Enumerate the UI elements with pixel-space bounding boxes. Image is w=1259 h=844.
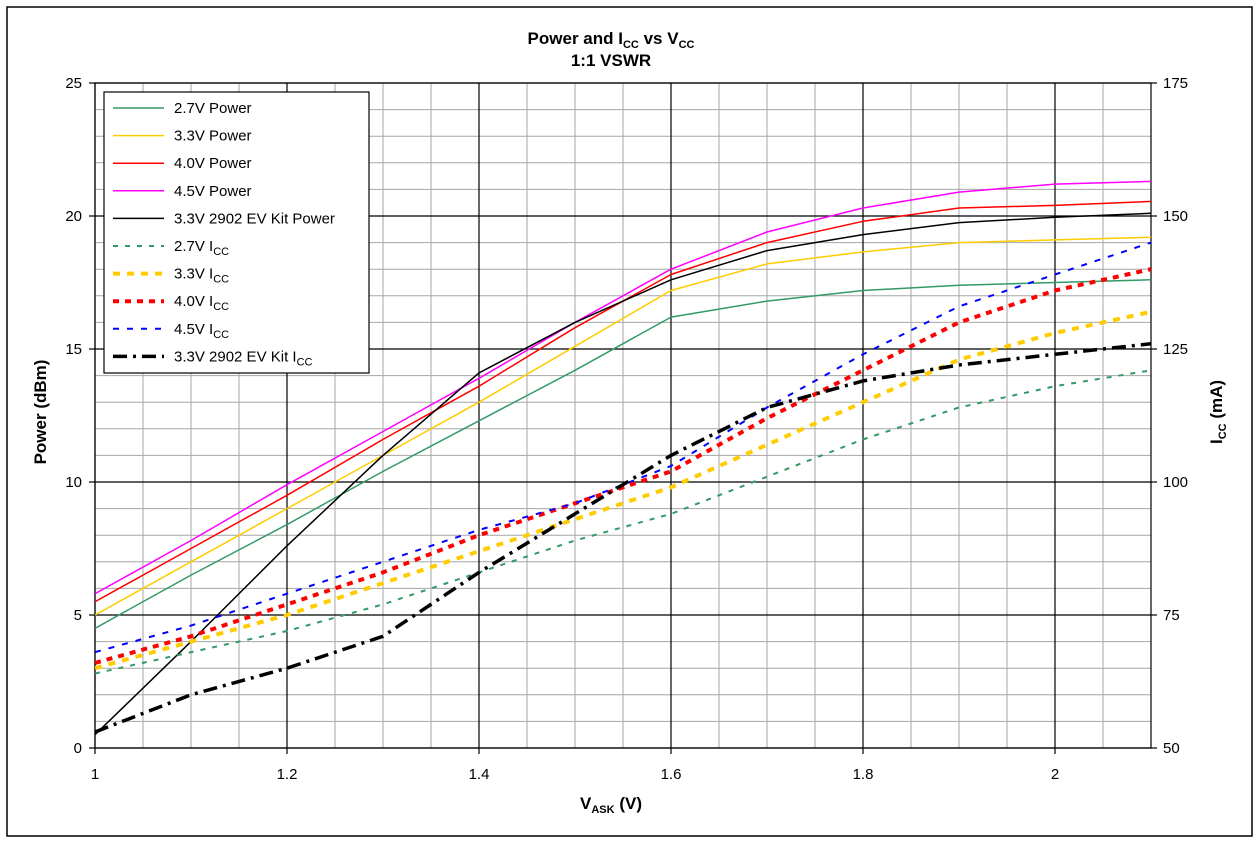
title-sub: CC bbox=[623, 39, 639, 51]
y-tick-label: 15 bbox=[65, 341, 82, 358]
series-line-4 bbox=[95, 180, 1151, 595]
legend-box bbox=[103, 91, 370, 374]
legend-label-5: 3.3V 2902 EV Kit Power bbox=[174, 210, 335, 227]
legend: 2.7V Power 3.3V Power 4.0V Power 4.5V Power… bbox=[103, 91, 370, 374]
y-tick-label: 5 bbox=[74, 607, 82, 624]
legend-label-3: 4.0V Power bbox=[174, 155, 252, 172]
x-axis-label: VASK (V) bbox=[580, 794, 642, 816]
plot-area-border bbox=[94, 82, 1152, 749]
y-tick-labels: 0 5 10 15 20 25 bbox=[65, 75, 95, 757]
legend-label-7: 3.3V ICC bbox=[174, 266, 229, 286]
y2-axis-label: ICC (mA) bbox=[1207, 380, 1229, 444]
chart-frame bbox=[6, 6, 1253, 837]
y2-tick-label: 75 bbox=[1163, 607, 1180, 624]
y2-tick-label: 50 bbox=[1163, 740, 1180, 757]
svg-text:Power and ICC vs VCC: Power and ICC vs VCC bbox=[528, 29, 695, 51]
x-tick-label: 1.4 bbox=[469, 766, 490, 783]
series-line-8 bbox=[95, 267, 1151, 665]
legend-label-2: 3.3V Power bbox=[174, 128, 252, 145]
series-line-7 bbox=[95, 309, 1151, 671]
y-tick-label: 0 bbox=[74, 740, 82, 757]
y-tick-label: 10 bbox=[65, 474, 82, 491]
x-tick-label: 1 bbox=[91, 766, 99, 783]
y2-tick-label: 125 bbox=[1163, 341, 1188, 358]
y2-tick-labels: 50 75 100 125 150 175 bbox=[1151, 75, 1188, 757]
series-line-9 bbox=[95, 241, 1151, 654]
y2-tick-label: 100 bbox=[1163, 474, 1188, 491]
series-line-2 bbox=[95, 236, 1151, 616]
legend-label-6: 2.7V ICC bbox=[174, 238, 229, 258]
legend-label-9: 4.5V ICC bbox=[174, 321, 229, 341]
title-sub2: CC bbox=[679, 39, 695, 51]
chart-subtitle: 1:1 VSWR bbox=[571, 51, 651, 70]
y-tick-label: 20 bbox=[65, 208, 82, 225]
title-mid: vs V bbox=[639, 29, 679, 48]
x-tick-label: 2 bbox=[1051, 766, 1059, 783]
legend-label-8: 4.0V ICC bbox=[174, 293, 229, 313]
series-line-5 bbox=[95, 212, 1151, 736]
legend-label-10: 3.3V 2902 EV Kit ICC bbox=[174, 348, 313, 368]
y2-tick-label: 150 bbox=[1163, 208, 1188, 225]
y-axis-label: Power (dBm) bbox=[31, 360, 50, 465]
title-text: Power and I bbox=[528, 29, 623, 48]
x-tick-labels: 1 1.2 1.4 1.6 1.8 2 bbox=[91, 748, 1059, 783]
series-lines bbox=[95, 180, 1151, 736]
series-line-6 bbox=[95, 369, 1151, 675]
series-line-10 bbox=[95, 341, 1151, 734]
y-tick-label: 25 bbox=[65, 75, 82, 92]
x-tick-label: 1.6 bbox=[661, 766, 682, 783]
legend-label-1: 2.7V Power bbox=[174, 100, 252, 117]
x-tick-label: 1.2 bbox=[277, 766, 298, 783]
chart-title: Power and ICC vs VCC 1:1 VSWR bbox=[528, 29, 695, 70]
series-line-1 bbox=[95, 279, 1151, 629]
legend-label-4: 4.5V Power bbox=[174, 183, 252, 200]
y2-tick-label: 175 bbox=[1163, 75, 1188, 92]
x-tick-label: 1.8 bbox=[853, 766, 874, 783]
